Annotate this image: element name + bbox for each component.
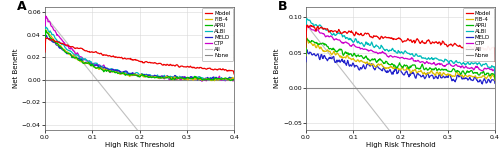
Legend: Model, FIB-4, APRI, ALBI, MELD, CTP, All, None: Model, FIB-4, APRI, ALBI, MELD, CTP, All… [202, 8, 233, 61]
Y-axis label: Net Benefit: Net Benefit [274, 49, 280, 88]
X-axis label: High Risk Threshold: High Risk Threshold [366, 142, 436, 148]
X-axis label: High Risk Threshold: High Risk Threshold [104, 142, 174, 148]
Text: A: A [16, 0, 26, 13]
Legend: Model, FIB-4, APRI, ALBI, MELD, CTP, All, None: Model, FIB-4, APRI, ALBI, MELD, CTP, All… [462, 8, 494, 61]
Y-axis label: Net Benefit: Net Benefit [13, 49, 19, 88]
Text: B: B [278, 0, 287, 13]
